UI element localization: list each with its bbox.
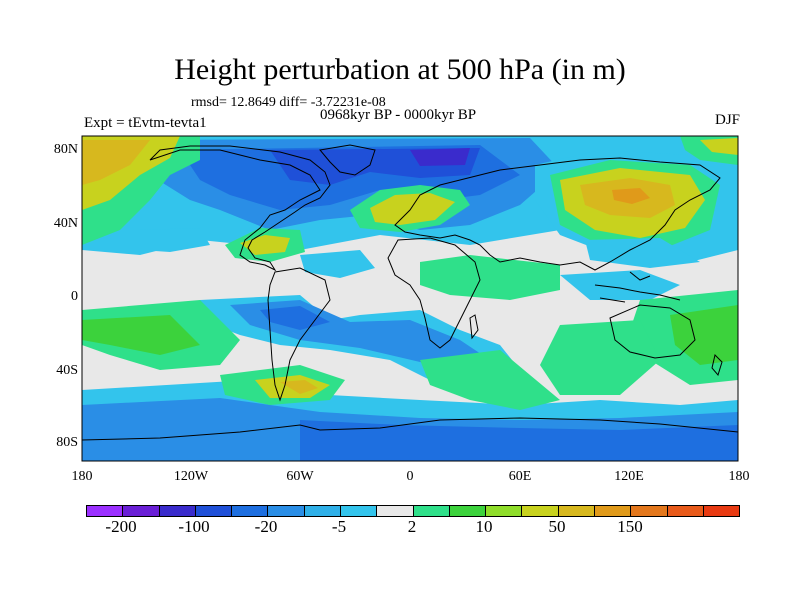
season-label: DJF (714, 112, 740, 128)
legend-label: 50 (548, 517, 566, 536)
coastline-africa (387, 237, 481, 349)
color-legend (86, 505, 740, 517)
rmsd-stat-text: rmsd= 12.8649 diff= -3.72231e-08 (191, 95, 386, 110)
map-frame (81, 135, 739, 462)
legend-swatch (195, 506, 233, 516)
field-patch (300, 420, 738, 461)
lat-label-80s: 80S (56, 435, 78, 450)
legend-swatch (703, 506, 740, 516)
legend-swatch (123, 506, 160, 516)
coastline-madagascar (469, 314, 479, 340)
field-patch (280, 380, 318, 394)
legend-swatch (558, 506, 595, 516)
legend-swatch (449, 506, 487, 516)
lon-label-180e: 180 (728, 469, 750, 484)
legend-swatch (377, 506, 414, 516)
legend-label: 150 (617, 517, 643, 536)
plot-title: Height perturbation at 500 hPa (in m) (174, 53, 626, 86)
lon-label-0: 0 (406, 469, 414, 484)
legend-swatch (413, 506, 450, 516)
lon-label-120w: 120W (173, 469, 209, 484)
legend-label: -100 (178, 517, 210, 536)
legend-label: -20 (254, 517, 278, 536)
legend-label: 2 (407, 517, 417, 536)
lat-label-0: 0 (71, 289, 78, 304)
field-patch (420, 255, 560, 300)
field-patch (585, 238, 700, 268)
field-patch (560, 270, 680, 300)
field-layer (82, 136, 738, 461)
coastline-eurasia (394, 157, 721, 271)
lon-label-60e: 60E (508, 469, 532, 484)
legend-label: -200 (105, 517, 137, 536)
legend-label: 10 (475, 517, 493, 536)
legend-swatch (268, 506, 305, 516)
field-patch (420, 350, 560, 410)
field-patch (670, 305, 738, 365)
field-patch (140, 228, 210, 252)
coastline-antarctica (81, 417, 739, 441)
field-patch (410, 148, 470, 166)
coastline-australia (609, 304, 696, 359)
coastline-north-america (149, 145, 331, 272)
frame-border (81, 135, 739, 462)
lon-label-180w: 180 (71, 469, 93, 484)
coastline-maritime-continent (594, 271, 681, 303)
period-subtitle: 0968kyr BP - 0000kyr BP (320, 107, 477, 123)
legend-swatch (232, 506, 269, 516)
field-patch (82, 315, 200, 355)
coastline-south-america (267, 267, 331, 402)
legend-swatch (340, 506, 378, 516)
field-patch (540, 320, 660, 395)
legend-swatch (631, 506, 668, 516)
lat-label-80n: 80N (53, 142, 78, 157)
field-patch (300, 250, 375, 278)
field-patch (370, 193, 455, 225)
legend-swatch (594, 506, 632, 516)
legend-swatch (87, 506, 124, 516)
legend-swatch (159, 506, 196, 516)
field-patch (82, 140, 150, 185)
legend-swatch (522, 506, 559, 516)
coastline-new-zealand (711, 354, 723, 377)
legend-swatch (304, 506, 341, 516)
coastline-greenland (319, 144, 376, 176)
legend-swatch (667, 506, 704, 516)
legend-label: -5 (331, 517, 347, 536)
lon-label-60w: 60W (286, 469, 314, 484)
lat-label-40n: 40N (53, 216, 78, 231)
lon-label-120e: 120E (614, 469, 644, 484)
experiment-label: Expt = tEvtm-tevta1 (84, 115, 207, 131)
lat-label-40s: 40S (56, 363, 78, 378)
coastline-layer (81, 144, 739, 441)
field-patch (700, 138, 738, 155)
legend-swatch (486, 506, 523, 516)
field-patch (612, 188, 650, 204)
